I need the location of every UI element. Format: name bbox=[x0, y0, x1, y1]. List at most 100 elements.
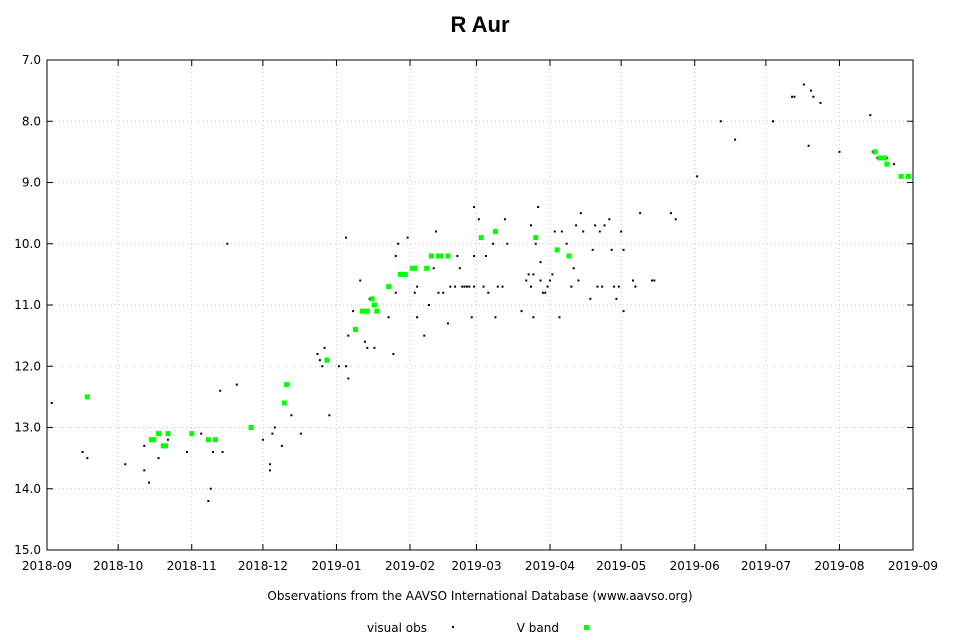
v-band-point bbox=[438, 253, 444, 259]
visual-obs-point bbox=[432, 267, 435, 270]
visual-obs-point bbox=[807, 144, 810, 147]
visual-obs-point bbox=[461, 285, 464, 288]
x-tick-label: 2019-07 bbox=[741, 559, 791, 573]
legend: visual obs V band bbox=[367, 621, 589, 635]
visual-obs-point bbox=[290, 414, 293, 417]
visual-obs-point bbox=[603, 224, 606, 227]
visual-obs-point bbox=[352, 310, 355, 313]
v-band-point bbox=[428, 253, 434, 259]
visual-obs-point bbox=[506, 242, 509, 245]
visual-obs-point bbox=[696, 175, 699, 178]
visual-obs-point bbox=[651, 279, 654, 282]
visual-obs-point bbox=[548, 279, 551, 282]
visual-obs-point bbox=[575, 224, 578, 227]
visual-obs-point bbox=[487, 291, 490, 294]
visual-obs-point bbox=[793, 95, 796, 98]
visual-obs-point bbox=[532, 273, 535, 276]
visual-obs-point bbox=[496, 285, 499, 288]
visual-obs-point bbox=[492, 242, 495, 245]
legend-marker-v-band bbox=[584, 625, 589, 630]
visual-obs-point bbox=[269, 463, 272, 466]
visual-obs-point bbox=[316, 353, 319, 355]
visual-obs-point bbox=[363, 340, 366, 343]
visual-obs-point bbox=[482, 285, 485, 288]
visual-obs-point bbox=[572, 267, 575, 270]
visual-obs-point bbox=[610, 248, 613, 251]
visual-obs-point bbox=[719, 120, 722, 123]
legend-label-visual-obs: visual obs bbox=[367, 621, 427, 635]
visual-obs-point bbox=[435, 230, 438, 233]
v-band-point bbox=[424, 265, 430, 271]
visual-obs-point bbox=[143, 469, 146, 472]
visual-obs-point bbox=[484, 255, 487, 257]
v-band-point bbox=[877, 155, 883, 161]
visual-obs-point bbox=[530, 224, 533, 227]
grid bbox=[47, 60, 913, 550]
visual-obs-point bbox=[525, 279, 528, 282]
v-band-point bbox=[478, 235, 484, 241]
visual-obs-point bbox=[570, 285, 573, 288]
visual-obs-point bbox=[235, 383, 238, 386]
visual-obs-point bbox=[790, 95, 793, 98]
visual-obs-point bbox=[622, 310, 625, 313]
visual-obs-point bbox=[473, 206, 476, 208]
visual-obs-point bbox=[613, 285, 616, 288]
visual-obs-point bbox=[185, 451, 188, 453]
visual-obs-point bbox=[601, 285, 604, 288]
v-band-point bbox=[163, 443, 169, 449]
visual-obs-point bbox=[608, 218, 611, 221]
visual-obs-point bbox=[520, 310, 523, 313]
x-tick-label: 2018-10 bbox=[93, 559, 143, 573]
x-tick-label: 2019-06 bbox=[670, 559, 720, 573]
visual-obs-point bbox=[551, 273, 554, 276]
visual-obs-point bbox=[148, 481, 151, 484]
visual-obs-point bbox=[734, 138, 737, 141]
visual-obs-point bbox=[615, 297, 618, 300]
visual-obs-point bbox=[280, 444, 283, 447]
visual-obs-point bbox=[427, 304, 430, 306]
visual-obs-point bbox=[503, 218, 506, 221]
visual-obs-point bbox=[501, 285, 504, 288]
v-band-point bbox=[374, 308, 380, 314]
visual-obs-point bbox=[477, 218, 480, 221]
visual-obs-point bbox=[819, 101, 822, 104]
visual-obs-point bbox=[530, 285, 533, 288]
visual-obs-point bbox=[359, 279, 362, 282]
visual-obs-point bbox=[812, 95, 815, 98]
x-tick-label: 2018-09 bbox=[22, 559, 72, 573]
visual-obs-point bbox=[226, 242, 229, 245]
visual-obs-point bbox=[622, 248, 625, 251]
v-band-point bbox=[281, 400, 287, 406]
visual-obs-point bbox=[200, 432, 203, 435]
visual-obs-point bbox=[442, 291, 445, 294]
visual-obs-point bbox=[473, 255, 476, 257]
v-band-point bbox=[84, 394, 90, 400]
v-band-point bbox=[402, 271, 408, 277]
visual-obs-point bbox=[394, 291, 397, 294]
data-points bbox=[50, 83, 911, 502]
x-tick-label: 2019-05 bbox=[596, 559, 646, 573]
visual-obs-point bbox=[212, 451, 215, 453]
visual-obs-point bbox=[560, 230, 563, 233]
visual-obs-point bbox=[539, 261, 542, 264]
v-band-point bbox=[165, 431, 171, 437]
visual-obs-point bbox=[558, 316, 561, 319]
v-band-point bbox=[412, 265, 418, 271]
visual-obs-point bbox=[221, 451, 224, 453]
visual-obs-point bbox=[463, 285, 466, 288]
visual-obs-point bbox=[544, 291, 547, 294]
v-band-point bbox=[324, 357, 330, 363]
v-band-point bbox=[151, 437, 157, 443]
visual-obs-point bbox=[653, 279, 656, 282]
x-tick-label: 2019-08 bbox=[814, 559, 864, 573]
legend-label-v-band: V band bbox=[517, 621, 559, 635]
visual-obs-point bbox=[413, 291, 416, 294]
visual-obs-point bbox=[219, 389, 222, 392]
visual-obs-point bbox=[669, 212, 672, 215]
visual-obs-point bbox=[271, 432, 274, 435]
v-band-point bbox=[898, 173, 904, 179]
x-tick-label: 2018-12 bbox=[238, 559, 288, 573]
visual-obs-point bbox=[416, 285, 419, 288]
v-band-point bbox=[554, 247, 560, 253]
